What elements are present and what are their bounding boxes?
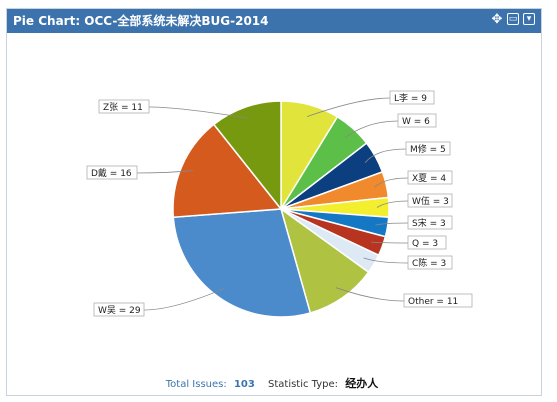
leader-line [371,241,409,244]
gadget-title: Pie Chart: OCC-全部系统未解决BUG-2014 [13,14,269,28]
slice-label-text: W吴 = 29 [98,305,141,316]
slice-label: W伍 = 3 [407,193,453,208]
leader-line [364,148,407,163]
pie-labels: L李 = 9 W = 6 M修 = 5 X夏 = 4 W伍 = 3 S宋 = 3 Q = 3… [86,90,473,317]
pie-slices [172,100,390,318]
slice-label-box [98,99,150,114]
leader-line [374,177,409,188]
slice-label: Other = 11 [403,293,473,308]
slice-label-text: X夏 = 4 [412,173,446,184]
pie-slice[interactable] [172,208,312,318]
leader-line [335,287,405,302]
slice-label-text: Other = 11 [408,297,458,307]
slice-label: Q = 3 [407,235,447,250]
leader-line [148,106,250,119]
slice-label-box [407,235,447,250]
chart-footer: Total Issues: 103 Statistic Type: 经办人 [7,375,541,391]
slice-label-box [405,141,451,156]
slice-label-text: W伍 = 3 [412,196,449,207]
slice-label-text: Z张 = 11 [103,102,143,113]
slice-label-text: D戴 = 16 [91,167,132,179]
slice-label-box [389,90,435,105]
maximize-icon[interactable]: ▭ [507,13,519,25]
pie-chart-gadget: Pie Chart: OCC-全部系统未解决BUG-2014 ✥ ▭ ▾ L李 … [6,8,542,396]
slice-label-box [397,113,437,128]
slice-label: W吴 = 29 [93,302,145,317]
slice-label-text: M修 = 5 [410,143,446,155]
leader-line [136,170,194,174]
slice-label-box [407,255,453,270]
slice-label-text: L李 = 9 [394,92,427,104]
slice-label-box [403,293,473,308]
total-issues-label: Total Issues: [165,379,227,390]
slice-label-box [86,165,138,180]
leader-line [375,222,409,226]
slice-label: X夏 = 4 [407,170,453,185]
slice-label: D戴 = 16 [86,165,138,180]
pie-slice[interactable] [279,207,370,314]
slice-label-box [407,215,453,230]
leader-line [363,257,409,264]
dropdown-icon[interactable]: ▾ [523,13,535,25]
pie-slice[interactable] [212,100,282,212]
statistic-type-value: 经办人 [345,377,379,390]
slice-label: W = 6 [397,113,437,128]
slice-label-text: W = 6 [402,117,430,127]
slice-label-box [93,302,145,317]
slice-label-text: Q = 3 [412,239,438,249]
total-issues-value[interactable]: 103 [233,379,255,390]
slice-label: C陈 = 3 [407,255,453,270]
slice-label-box [407,193,453,208]
gadget-header: Pie Chart: OCC-全部系统未解决BUG-2014 ✥ ▭ ▾ [7,9,541,33]
statistic-type-label: Statistic Type: [268,379,339,390]
header-icons: ✥ ▭ ▾ [491,11,535,27]
leader-line [306,97,391,117]
slice-label: L李 = 9 [389,90,435,105]
leader-line [376,200,409,208]
slice-label-text: C陈 = 3 [412,257,446,269]
move-icon[interactable]: ✥ [491,11,503,27]
pie-leader-lines [136,97,409,311]
leader-line [344,120,399,138]
pie-slice[interactable] [172,123,283,219]
slice-label-text: S宋 = 3 [412,217,446,229]
slice-label-box [407,170,453,185]
slice-label: M修 = 5 [405,141,451,156]
slice-label: S宋 = 3 [407,215,453,230]
slice-label: Z张 = 11 [98,99,150,114]
pie-chart: L李 = 9 W = 6 M修 = 5 X夏 = 4 W伍 = 3 S宋 = 3 Q = 3… [86,90,473,318]
leader-line [143,287,227,311]
